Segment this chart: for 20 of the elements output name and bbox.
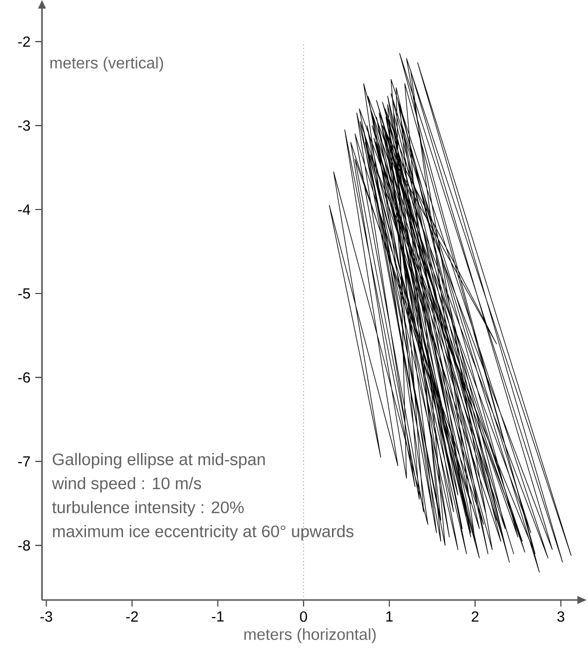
y-tick-label: -4 (18, 204, 30, 215)
y-tick-label: -8 (18, 540, 30, 551)
y-tick-label: -6 (18, 372, 30, 383)
annotation: turbulence intensity : 20% (52, 500, 244, 517)
x-tick-label: 2 (472, 611, 478, 622)
annotation: maximum ice eccentricity at 60° upwards (53, 524, 354, 541)
x-tick-label: 0 (300, 611, 308, 622)
y-tick-label: -3 (18, 120, 30, 131)
y-tick-label: -7 (18, 456, 30, 466)
x-axis-title: meters (horizontal) (244, 628, 376, 644)
x-tick-label: -2 (126, 611, 138, 622)
x-tick-label: -3 (40, 611, 52, 622)
y-tick-label: -5 (18, 288, 30, 299)
annotation: Galloping ellipse at mid-span (52, 452, 265, 469)
x-tick-label: 1 (386, 611, 393, 622)
annotation: wind speed : 10 m/s (52, 476, 202, 493)
y-tick-label: -2 (18, 36, 30, 47)
x-tick-label: 3 (557, 611, 564, 622)
y-axis-title: meters (vertical) (50, 56, 164, 72)
x-tick-label: -1 (212, 611, 224, 622)
